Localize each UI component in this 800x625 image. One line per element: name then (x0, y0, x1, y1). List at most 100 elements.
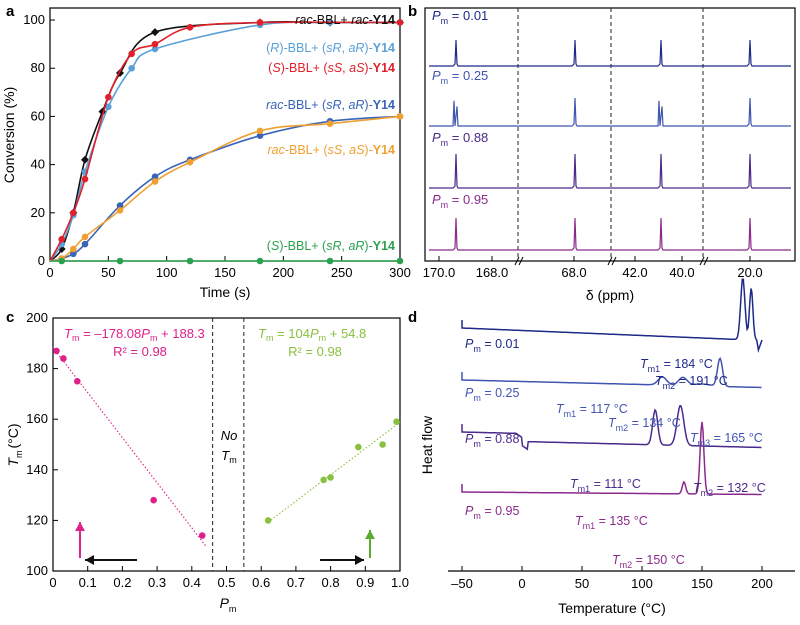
x-tick-label: 0.2 (113, 575, 131, 590)
data-point (186, 257, 194, 265)
data-point (379, 441, 386, 448)
label-part: T (556, 402, 565, 416)
panel-d-xlabel: Temperature (°C) (558, 600, 666, 616)
data-point (81, 233, 89, 241)
label-part: = 191 °C (675, 374, 728, 388)
x-tick-label: 20.0 (737, 265, 762, 280)
x-tick-label: 0.6 (252, 575, 270, 590)
trend-arrow-up-head (75, 522, 85, 531)
dsc-label: Tm1 = 111 °C (570, 477, 641, 494)
fit-line (52, 347, 207, 547)
panel-a-legend: rac-BBL+ rac-Y14(R)-BBL+ (sR, aR)-Y14(S)… (266, 13, 395, 253)
x-tick-label: 0.7 (287, 575, 305, 590)
x-tick-label: 40.0 (669, 265, 694, 280)
legend-text: sR (326, 98, 341, 112)
label-part: P (432, 192, 441, 207)
data-point (116, 202, 124, 209)
data-point (128, 64, 135, 72)
panel-b-letter: b (408, 3, 417, 20)
direction-arrow-right-head (355, 555, 364, 565)
legend-text: rac (267, 143, 285, 157)
x-tick-label: 0 (518, 576, 525, 591)
legend-text: )- (364, 239, 372, 253)
legend-text: , (341, 239, 348, 253)
legend-text: )-BBL+ ( (279, 239, 327, 253)
legend-text: , (342, 143, 349, 157)
label-part: m1 (564, 409, 577, 419)
x-tick-label: 0.9 (356, 575, 374, 590)
nmr-spectrum (429, 153, 791, 189)
panel-c-no-tm-label: No (221, 428, 238, 443)
label-part: = 111 °C (590, 477, 641, 491)
x-tick-label: 0.1 (79, 575, 97, 590)
data-point (256, 19, 264, 26)
legend-text: Y14 (373, 41, 395, 55)
panel-c-frame (52, 317, 401, 572)
legend-text: rac (266, 98, 284, 112)
legend-text: ( (268, 61, 273, 75)
legend-text: aR (348, 239, 364, 253)
panel-a-xlabel: Time (s) (200, 284, 251, 300)
label-part: T (575, 514, 584, 528)
x-tick-label: 50 (575, 576, 589, 591)
label-part: m2 (701, 488, 714, 498)
spectrum-label: Pm = 0.88 (432, 130, 488, 148)
x-tick-label: –50 (451, 576, 473, 591)
y-tick-label: 60 (31, 108, 45, 123)
data-point (198, 532, 206, 539)
break-mark (699, 256, 705, 266)
x-tick-label: 100 (156, 265, 178, 280)
label-part: T (570, 477, 579, 491)
series-line (49, 115, 401, 262)
y-tick-label: 120 (26, 512, 48, 527)
label-part: = 132 °C (713, 481, 766, 495)
data-point (396, 19, 404, 26)
legend-text: rac (295, 13, 313, 27)
x-tick-label: 68.0 (561, 265, 586, 280)
label-part: P (465, 432, 474, 446)
nmr-spectrum (429, 217, 791, 251)
label-part: P (465, 337, 474, 351)
fit-line (267, 421, 401, 523)
legend-text: ( (267, 239, 272, 253)
x-tick-label: 300 (389, 265, 411, 280)
legend-text: sR (326, 41, 341, 55)
panel-d-ticks: –50 0 50 100 150 200 (451, 566, 773, 591)
x-tick-label: 250 (331, 265, 353, 280)
label-part: P (432, 8, 441, 23)
legend-text: rac (351, 13, 369, 27)
data-point (396, 257, 404, 265)
spectrum-label: Pm = 0.95 (432, 192, 488, 210)
label-part: = 184 °C (660, 357, 713, 371)
legend-text: Y14 (373, 61, 395, 75)
data-point (151, 28, 159, 37)
label-part: = 0.01 (481, 337, 520, 351)
legend-text: - (369, 13, 373, 27)
dsc-label: Tm2 = 191 °C (655, 374, 728, 391)
panel-c-fit-left-r2: R² = 0.98 (113, 344, 167, 359)
x-tick-label: 0 (46, 265, 53, 280)
data-point (105, 93, 112, 101)
label-part: P (432, 68, 441, 83)
label-part: m (473, 439, 481, 449)
x-tick-label: 0.8 (322, 575, 340, 590)
legend-text: -BBL+ ( (283, 98, 327, 112)
panel-d-letter: d (408, 309, 417, 326)
legend-text: aR (348, 41, 364, 55)
label-part: = 117 °C (576, 402, 628, 416)
panel-d-curves (461, 278, 763, 496)
label-part: T (693, 481, 702, 495)
data-point (128, 50, 135, 58)
label-part: m1 (648, 364, 661, 374)
data-point (355, 443, 362, 451)
panel-c-content (52, 318, 401, 571)
dsc-label: Pm = 0.95 (465, 504, 519, 521)
x-tick-label: 100 (631, 576, 653, 591)
legend-text: )- (364, 61, 372, 75)
data-point (320, 476, 327, 484)
data-point (53, 347, 60, 355)
data-point (396, 113, 404, 120)
data-point (256, 257, 264, 265)
legend-text: S (272, 61, 281, 75)
